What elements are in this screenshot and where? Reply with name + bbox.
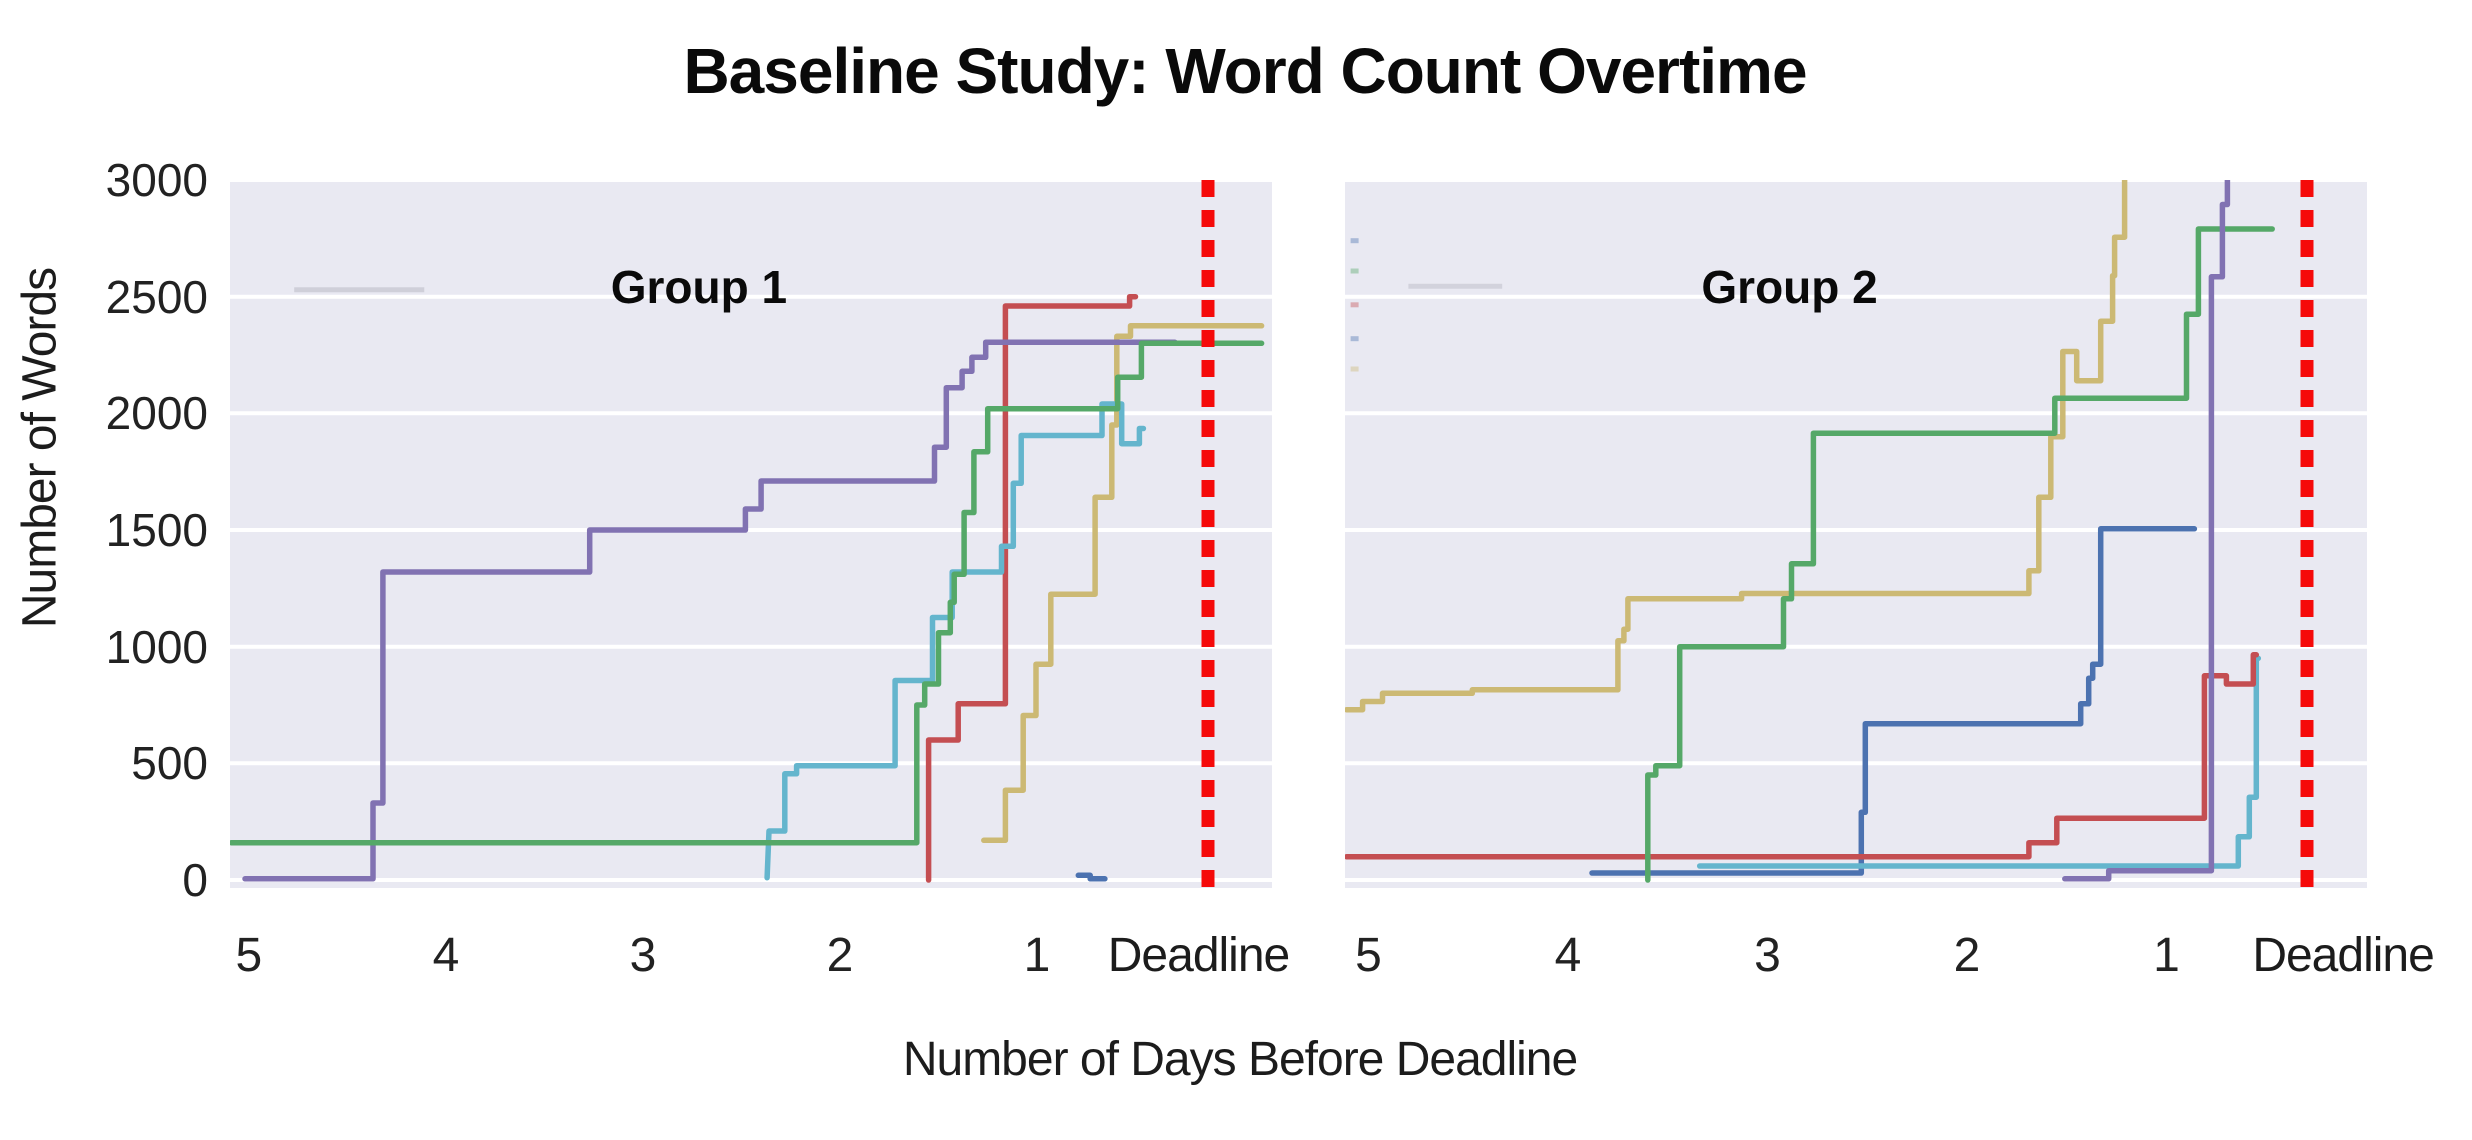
series-red: [1345, 652, 2260, 860]
y-tick-label: 500: [131, 737, 208, 790]
x-tick-label: 3: [1754, 929, 1781, 982]
series-purple: [2062, 180, 2231, 882]
series-green: [1645, 226, 2275, 883]
y-tick-label: 3000: [105, 154, 208, 206]
series-tan: [981, 323, 1265, 844]
series-red: [925, 293, 1139, 883]
x-tick-label: 5: [235, 929, 263, 982]
y-tick-label: 0: [182, 854, 208, 906]
series-cyan: [1696, 655, 2262, 869]
group-1-deadline-label: Deadline: [1107, 929, 1290, 982]
y-tick-label: 1500: [105, 504, 208, 556]
series-blue: [1589, 526, 2198, 876]
y-tick-label: 2000: [105, 387, 208, 440]
x-tick-label: 4: [1554, 929, 1582, 982]
group-2-panel: Group 2 Deadline 5 4 3 2 1: [1345, 180, 2435, 982]
x-tick-label: 4: [432, 929, 460, 982]
y-tick-label: 2500: [105, 270, 208, 323]
group-2-plot: [1345, 180, 2367, 888]
chart-title: Baseline Study: Word Count Overtime: [683, 35, 1807, 107]
series-blue: [1075, 872, 1108, 882]
group-2-deadline-label: Deadline: [2252, 929, 2434, 982]
x-tick-label: 2: [1953, 929, 1981, 982]
group-1-label: Group 1: [610, 261, 788, 313]
series-tan: [1345, 180, 2128, 713]
group-1-panel: Group 1 Deadline 5 4 3 2 1: [230, 180, 1290, 982]
x-tick-label: 5: [1355, 929, 1382, 982]
series-purple: [242, 339, 1178, 882]
x-tick-label: 2: [826, 929, 854, 982]
x-tick-label: 3: [629, 929, 657, 982]
group-1-plot: [230, 180, 1272, 888]
x-tick-label: 1: [2153, 929, 2180, 982]
y-tick-label: 1000: [105, 620, 208, 673]
group-2-label: Group 2: [1701, 261, 1878, 313]
series-green: [230, 340, 1265, 846]
series-cyan: [764, 401, 1147, 881]
x-tick-label: 1: [1023, 929, 1051, 982]
x-axis-title: Number of Days Before Deadline: [902, 1033, 1578, 1086]
